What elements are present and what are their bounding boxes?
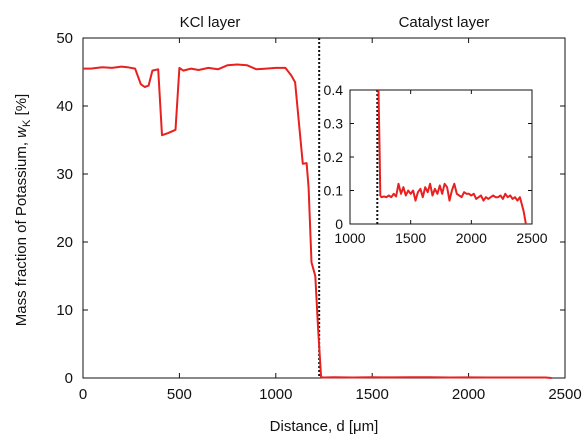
- y-tick-label: 30: [56, 166, 73, 183]
- inset-x-tick-label: 2500: [516, 230, 547, 246]
- inset-y-tick-label: 0: [335, 216, 343, 232]
- inset-potassium-profile-line: [377, 89, 527, 225]
- x-tick-label: 2000: [452, 386, 485, 403]
- potassium-profile-line: [83, 63, 552, 379]
- y-tick-label: 40: [56, 98, 73, 115]
- y-tick-label: 20: [56, 234, 73, 251]
- x-tick-label: 2500: [548, 386, 581, 403]
- annotation-kcl-layer: KCl layer: [180, 14, 241, 31]
- inset-x-tick-label: 1000: [334, 230, 365, 246]
- x-axis-label: Distance, d [μm]: [270, 418, 379, 435]
- y-axis-label: Mass fraction of Potassium, wK [%]: [13, 94, 33, 326]
- inset-y-tick-label: 0.2: [324, 149, 344, 165]
- x-tick-label: 500: [167, 386, 192, 403]
- annotation-catalyst-layer: Catalyst layer: [399, 14, 490, 31]
- x-tick-label: 1000: [259, 386, 292, 403]
- inset-x-tick-label: 2000: [456, 230, 487, 246]
- inset-y-tick-label: 0.4: [324, 82, 344, 98]
- y-tick-label: 50: [56, 30, 73, 47]
- inset-y-tick-label: 0.1: [324, 183, 344, 199]
- x-tick-label: 0: [79, 386, 87, 403]
- inset-x-tick-label: 1500: [395, 230, 426, 246]
- inset-y-tick-label: 0.3: [324, 116, 344, 132]
- x-tick-label: 1500: [356, 386, 389, 403]
- y-tick-label: 0: [65, 370, 73, 387]
- y-tick-label: 10: [56, 302, 73, 319]
